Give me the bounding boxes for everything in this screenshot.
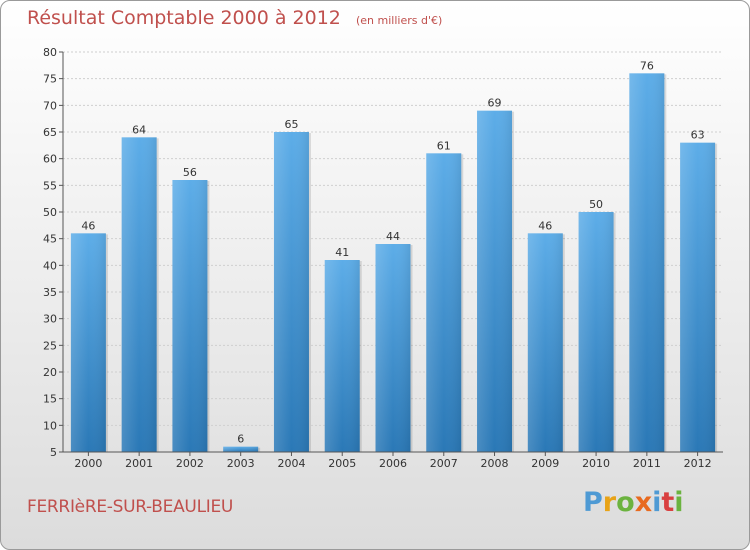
- value-label: 41: [335, 246, 349, 259]
- y-tick-label: 80: [43, 46, 57, 59]
- y-tick-label: 25: [43, 339, 57, 352]
- x-tick-label: 2002: [176, 457, 204, 470]
- y-tick-label: 35: [43, 286, 57, 299]
- y-tick-label: 40: [43, 259, 57, 272]
- bar-shine: [680, 142, 716, 452]
- bar-shine: [629, 73, 665, 452]
- y-tick-label: 60: [43, 153, 57, 166]
- bar-shine: [375, 244, 411, 452]
- logo-letter: P: [583, 487, 603, 518]
- x-tick-label: 2001: [125, 457, 153, 470]
- chart-title: Résultat Comptable 2000 à 2012: [27, 7, 341, 29]
- x-tick-label: 2008: [481, 457, 509, 470]
- bar-shine: [477, 110, 513, 453]
- bar-shine: [426, 153, 462, 453]
- y-tick-label: 30: [43, 313, 57, 326]
- y-tick-label: 65: [43, 126, 57, 139]
- y-tick-label: 70: [43, 99, 57, 112]
- x-tick-label: 2004: [277, 457, 305, 470]
- y-tick-label: 20: [43, 366, 57, 379]
- value-label: 6: [237, 433, 244, 446]
- y-tick-label: 5: [50, 446, 57, 459]
- x-tick-label: 2007: [430, 457, 458, 470]
- logo-letter: i: [652, 487, 662, 518]
- x-tick-label: 2005: [328, 457, 356, 470]
- x-tick-label: 2006: [379, 457, 407, 470]
- value-label: 46: [538, 219, 552, 232]
- x-tick-label: 2010: [582, 457, 610, 470]
- value-label: 44: [386, 230, 400, 243]
- bar-shine: [70, 233, 106, 452]
- bar-shine: [578, 212, 614, 452]
- value-label: 56: [183, 166, 197, 179]
- bar-shine: [324, 260, 360, 452]
- x-tick-label: 2009: [531, 457, 559, 470]
- value-label: 46: [81, 219, 95, 232]
- bar-shine: [121, 137, 157, 453]
- y-tick-label: 50: [43, 206, 57, 219]
- value-label: 64: [132, 123, 146, 136]
- value-label: 76: [640, 59, 654, 72]
- x-tick-label: 2000: [74, 457, 102, 470]
- y-tick-label: 10: [43, 419, 57, 432]
- logo-letter: o: [616, 487, 635, 518]
- town-name: FERRIèRE-SUR-BEAULIEU: [27, 497, 234, 517]
- x-tick-label: 2011: [633, 457, 661, 470]
- bar-shine: [172, 180, 208, 452]
- value-label: 65: [284, 118, 298, 131]
- x-tick-label: 2012: [684, 457, 712, 470]
- logo-letter: i: [674, 487, 684, 518]
- bars: 46 64 56 6 65 41 44 61 69 46 50 76 63: [70, 59, 718, 453]
- logo-letter: r: [602, 487, 617, 518]
- y-tick-label: 75: [43, 73, 57, 86]
- logo-letter: t: [661, 487, 675, 518]
- bar-shine: [223, 446, 259, 452]
- y-tick-label: 15: [43, 393, 57, 406]
- proxiti-logo[interactable]: Proxiti: [583, 487, 684, 518]
- value-label: 69: [488, 97, 502, 110]
- bar-shine: [273, 132, 309, 452]
- logo-letter: x: [634, 487, 653, 518]
- title-block: Résultat Comptable 2000 à 2012 (en milli…: [27, 7, 442, 29]
- y-tick-label: 45: [43, 233, 57, 246]
- bar-shine: [527, 233, 563, 452]
- value-label: 61: [437, 139, 451, 152]
- x-axis: 2000 2001 2002 2003 2004 2005 2006 2007 2008 2009…: [63, 451, 723, 470]
- y-tick-label: 55: [43, 179, 57, 192]
- y-axis: 5 10 15 20 25 30 35 40 45 50 55 60 65 70 75 80: [43, 46, 64, 459]
- value-label: 63: [691, 129, 705, 142]
- value-label: 50: [589, 198, 603, 211]
- x-tick-label: 2003: [227, 457, 255, 470]
- chart-subtitle: (en milliers d'€): [355, 14, 443, 27]
